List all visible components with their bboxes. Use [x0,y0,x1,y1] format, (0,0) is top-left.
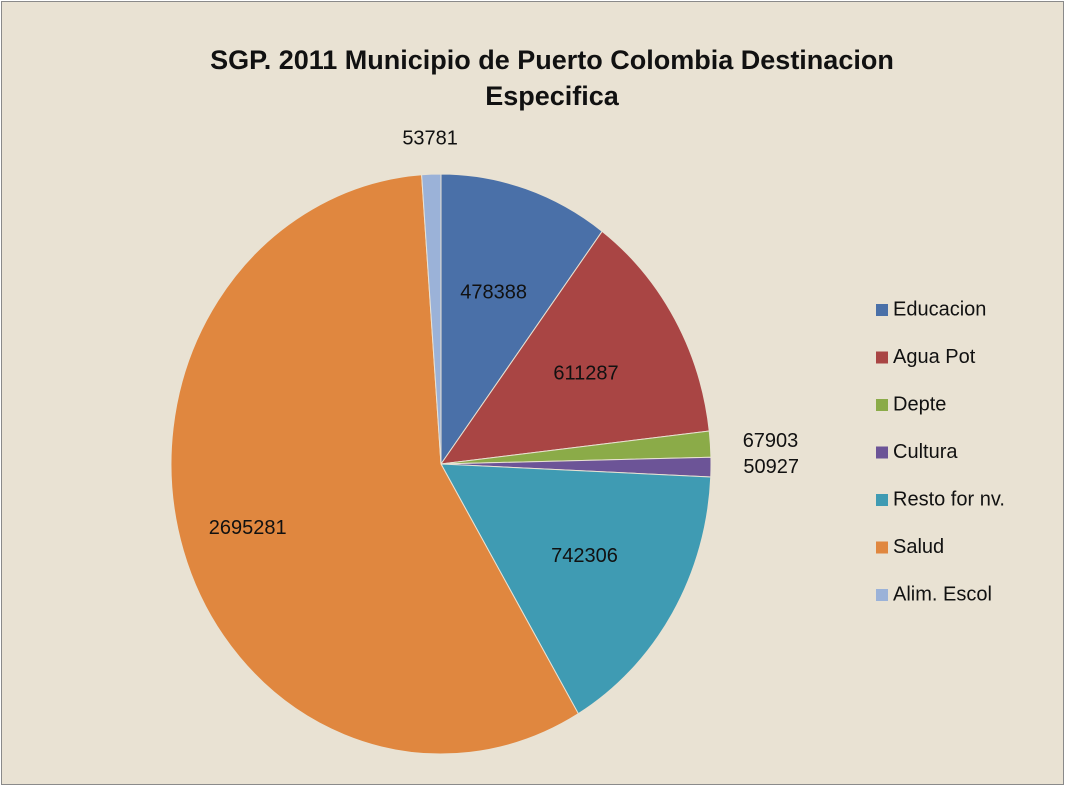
data-label: 2695281 [209,517,287,539]
legend-label: Resto for nv. [893,488,1005,510]
legend-label: Alim. Escol [893,583,992,605]
legend-swatch [876,494,888,506]
legend-label: Agua Pot [893,346,976,368]
legend-swatch [876,541,888,554]
legend-swatch [876,399,888,411]
pie-slice [440,463,712,715]
data-label: 611287 [553,363,618,385]
data-label: 50927 [743,456,799,478]
data-label: 478388 [460,282,527,304]
legend-swatch [876,304,888,316]
legend-label: Cultura [893,441,958,463]
data-label: 53781 [402,128,458,150]
pie-slice [439,230,710,465]
legend-swatch [876,589,888,601]
pie-slice [440,173,603,466]
data-label: 67903 [743,430,799,452]
pie-slice [421,173,442,465]
pie-slice [170,174,579,755]
legend-label: Depte [893,393,946,415]
legend-swatch [876,446,888,459]
legend-swatch [876,351,888,364]
chart-title: SGP. 2011 Municipio de Puerto Colombia D… [210,45,894,111]
legend-label: Educacion [893,298,986,320]
data-label: 742306 [551,545,618,567]
legend-label: Salud [893,536,944,558]
